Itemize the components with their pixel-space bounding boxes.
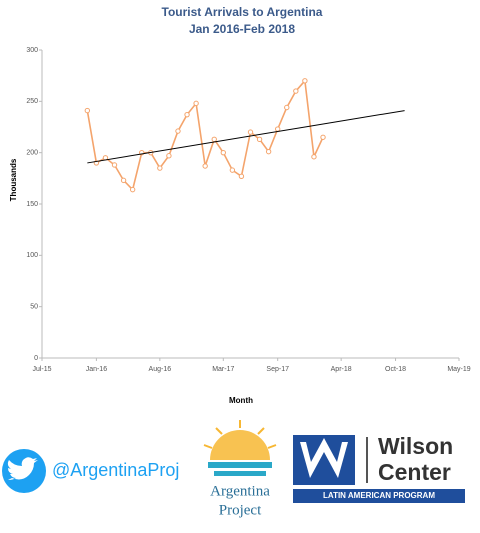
data-point bbox=[302, 78, 308, 84]
chart-subtitle: Jan 2016-Feb 2018 bbox=[189, 22, 295, 36]
data-point bbox=[238, 173, 245, 179]
data-point bbox=[120, 177, 127, 184]
data-point bbox=[166, 153, 172, 159]
data-point bbox=[293, 88, 299, 94]
data-line bbox=[86, 78, 324, 192]
twitter-logo bbox=[2, 449, 46, 493]
chart-title: Tourist Arrivals to Argentina bbox=[162, 5, 323, 19]
data-point bbox=[211, 136, 217, 143]
y-tick-label: 250 bbox=[26, 98, 38, 105]
wilson-name: Center bbox=[378, 459, 451, 485]
wilson-name: Wilson bbox=[378, 433, 453, 459]
x-tick-label: Jul-15 bbox=[32, 366, 51, 373]
argentina-project-logo bbox=[203, 420, 277, 476]
x-tick-label: Mar-17 bbox=[212, 366, 234, 373]
y-tick-label: 150 bbox=[26, 201, 38, 208]
x-tick-label: Aug-16 bbox=[149, 366, 172, 373]
x-tick-label: Sep-17 bbox=[266, 366, 289, 373]
x-tick-label: May-19 bbox=[447, 366, 470, 373]
data-point bbox=[157, 165, 163, 171]
y-tick-label: 50 bbox=[30, 304, 38, 311]
x-axis-label: Month bbox=[229, 396, 253, 405]
plot: 0 50 100 150 200 250 300 Jul-15 Jan-16 Aug-16 Mar-… bbox=[26, 47, 470, 373]
data-point bbox=[202, 163, 208, 169]
data-point bbox=[274, 126, 281, 132]
y-tick-label: 200 bbox=[26, 150, 38, 157]
data-point bbox=[320, 134, 326, 140]
program-name: LATIN AMERICAN PROGRAM bbox=[323, 491, 435, 500]
data-point bbox=[247, 129, 254, 135]
data-point bbox=[265, 148, 272, 155]
y-axis-label: Thousands bbox=[9, 158, 18, 201]
data-point bbox=[175, 128, 181, 134]
data-point bbox=[84, 107, 91, 114]
data-point bbox=[129, 186, 136, 193]
project-name: Project bbox=[219, 502, 262, 518]
data-point bbox=[184, 111, 190, 118]
x-tick-label: Apr-18 bbox=[331, 366, 352, 373]
data-point bbox=[111, 162, 118, 168]
x-tick-label: Oct-18 bbox=[385, 366, 406, 373]
twitter-handle: @ArgentinaProj bbox=[52, 460, 179, 480]
project-name: Argentina bbox=[210, 483, 270, 499]
y-tick-label: 0 bbox=[34, 355, 38, 362]
x-tick-label: Jan-16 bbox=[86, 366, 108, 373]
trend-line bbox=[87, 110, 405, 164]
data-point bbox=[311, 154, 317, 160]
data-point bbox=[220, 149, 227, 156]
data-point bbox=[284, 104, 290, 111]
y-tick-label: 100 bbox=[26, 252, 38, 259]
data-point bbox=[229, 167, 236, 173]
wilson-logo bbox=[293, 435, 465, 503]
data-point bbox=[193, 100, 199, 107]
y-tick-label: 300 bbox=[26, 47, 38, 54]
data-point bbox=[256, 136, 263, 143]
